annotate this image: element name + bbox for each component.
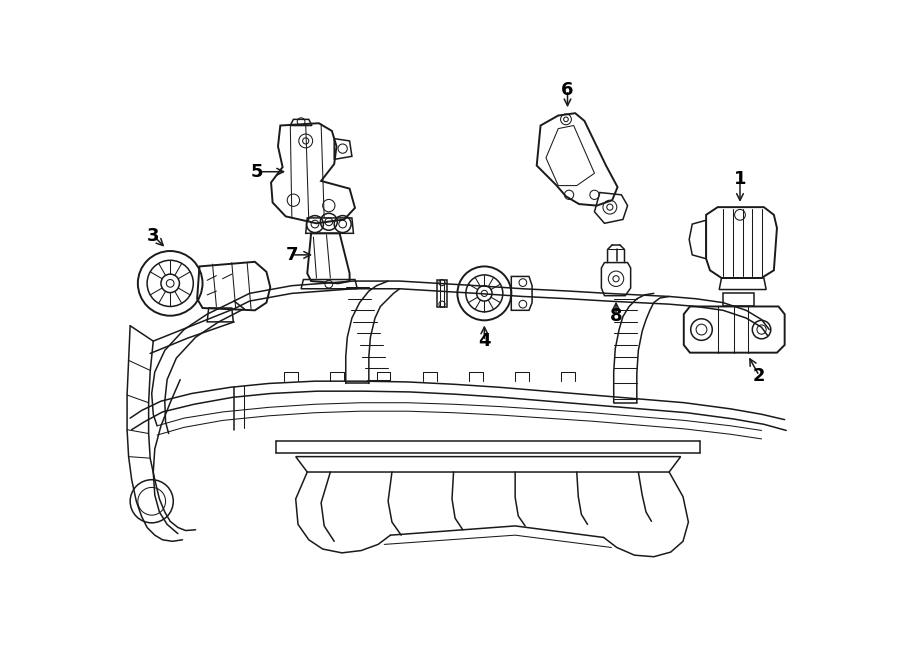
Text: 4: 4 — [478, 332, 491, 350]
Text: 2: 2 — [753, 367, 766, 385]
Text: 7: 7 — [285, 246, 298, 264]
Text: 8: 8 — [609, 307, 622, 325]
Text: 1: 1 — [734, 171, 746, 188]
Text: 5: 5 — [251, 163, 264, 180]
Text: 3: 3 — [147, 227, 159, 245]
Text: 6: 6 — [562, 81, 574, 99]
